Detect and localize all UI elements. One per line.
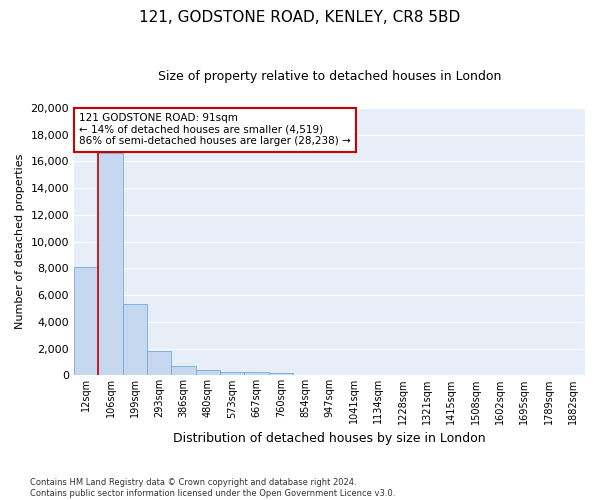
Bar — [74, 267, 98, 376]
Bar — [244, 372, 269, 376]
X-axis label: Distribution of detached houses by size in London: Distribution of detached houses by size … — [173, 432, 486, 445]
Bar — [172, 366, 196, 376]
Bar — [196, 370, 220, 376]
Bar — [220, 372, 244, 376]
Bar — [123, 304, 147, 376]
Text: 121, GODSTONE ROAD, KENLEY, CR8 5BD: 121, GODSTONE ROAD, KENLEY, CR8 5BD — [139, 10, 461, 25]
Y-axis label: Number of detached properties: Number of detached properties — [15, 154, 25, 330]
Bar — [98, 154, 123, 376]
Bar — [147, 350, 172, 376]
Title: Size of property relative to detached houses in London: Size of property relative to detached ho… — [158, 70, 501, 83]
Bar — [269, 372, 293, 376]
Text: Contains HM Land Registry data © Crown copyright and database right 2024.
Contai: Contains HM Land Registry data © Crown c… — [30, 478, 395, 498]
Text: 121 GODSTONE ROAD: 91sqm
← 14% of detached houses are smaller (4,519)
86% of sem: 121 GODSTONE ROAD: 91sqm ← 14% of detach… — [79, 113, 350, 146]
